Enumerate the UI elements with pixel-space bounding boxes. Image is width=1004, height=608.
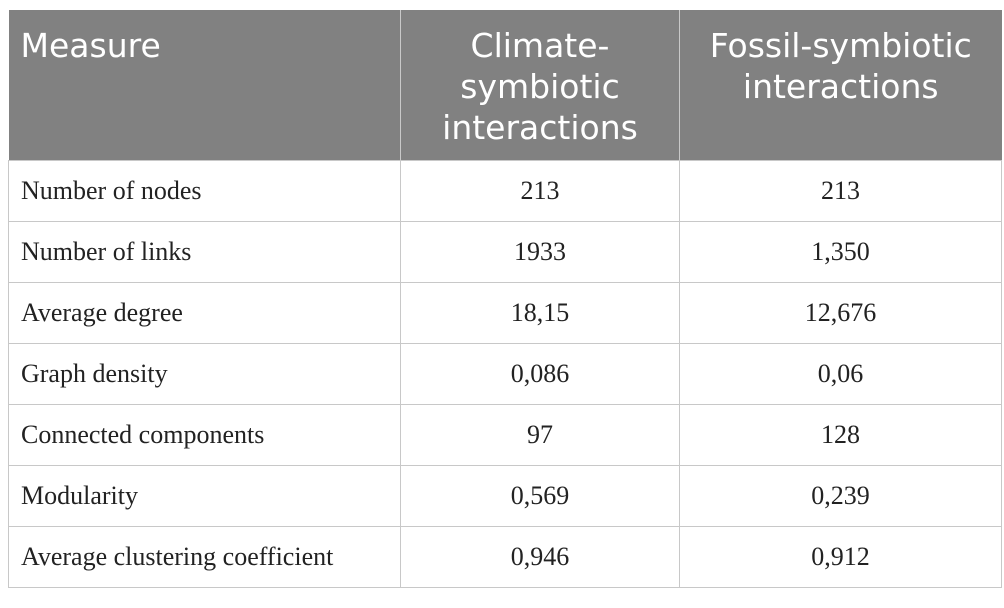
network-measures-table: Measure Climate-symbiotic interactions F… [8,10,1002,588]
table-row: Number of links 1933 1,350 [8,220,1002,283]
measure-label: Graph density [8,342,401,405]
table-row: Connected components 97 128 [8,403,1002,466]
measure-label: Number of nodes [8,159,401,222]
fossil-value: 0,06 [679,342,1002,405]
fossil-value: 128 [679,403,1002,466]
measure-label: Average clustering coefficient [8,525,401,588]
climate-value: 1933 [400,220,680,283]
table-body: Number of nodes 213 213 Number of links … [8,159,1002,588]
measure-label: Connected components [8,403,401,466]
climate-value: 213 [400,159,680,222]
table-row: Modularity 0,569 0,239 [8,464,1002,527]
table-row: Graph density 0,086 0,06 [8,342,1002,405]
fossil-value: 1,350 [679,220,1002,283]
header-fossil-symbiotic: Fossil-symbiotic interactions [679,10,1002,160]
table-header: Measure Climate-symbiotic interactions F… [8,10,1002,160]
climate-value: 0,946 [400,525,680,588]
header-row: Measure Climate-symbiotic interactions F… [8,10,1002,160]
table-row: Number of nodes 213 213 [8,159,1002,222]
table-row: Average clustering coefficient 0,946 0,9… [8,525,1002,588]
climate-value: 0,086 [400,342,680,405]
measure-label: Number of links [8,220,401,283]
header-measure: Measure [8,10,401,160]
measure-label: Modularity [8,464,401,527]
climate-value: 0,569 [400,464,680,527]
fossil-value: 0,239 [679,464,1002,527]
measure-label: Average degree [8,281,401,344]
climate-value: 18,15 [400,281,680,344]
table-row: Average degree 18,15 12,676 [8,281,1002,344]
fossil-value: 213 [679,159,1002,222]
fossil-value: 12,676 [679,281,1002,344]
fossil-value: 0,912 [679,525,1002,588]
header-climate-symbiotic: Climate-symbiotic interactions [400,10,680,160]
climate-value: 97 [400,403,680,466]
